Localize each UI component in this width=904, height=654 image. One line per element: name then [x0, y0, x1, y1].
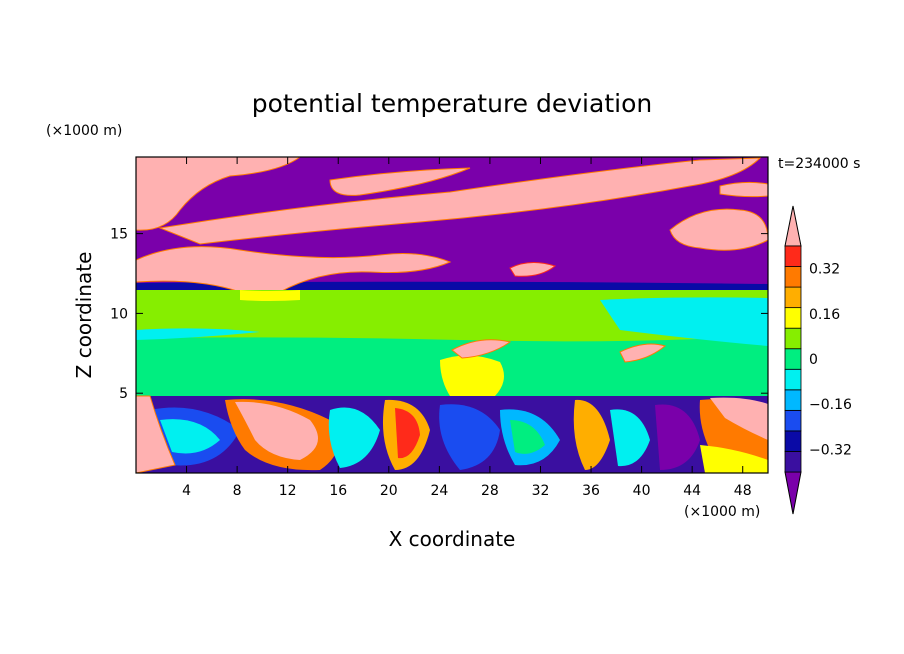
- x-tick-label: 4: [182, 483, 191, 499]
- y-tick-label: 10: [110, 306, 128, 322]
- field-band-middle-yellow-2: [240, 290, 300, 301]
- colorbar-box: [784, 451, 802, 473]
- colorbar-box: [784, 245, 802, 267]
- x-axis-label: X coordinate: [389, 527, 516, 551]
- colorbar-box: [784, 266, 802, 288]
- x-tick-label: 8: [233, 483, 242, 499]
- field-lower-green-3: [510, 420, 545, 454]
- field-lower-cyan-2: [328, 407, 380, 468]
- x-tick-label: 44: [683, 483, 701, 499]
- y-tick-label: 5: [119, 386, 128, 402]
- field-lower-pink-5: [710, 397, 768, 440]
- field-lower-cyan-4: [610, 409, 650, 467]
- field-lower-purple-4: [655, 404, 700, 470]
- field-filament-2: [158, 157, 762, 245]
- colorbar-lower-triangle: [784, 471, 802, 515]
- field-filament-4: [329, 167, 471, 196]
- field-lower-red-2: [395, 408, 420, 459]
- x-axis: 4 8 12 16 20 24 28 32 36 40 44 48: [182, 157, 752, 499]
- y-unit-label: (×1000 m): [46, 123, 122, 139]
- field-band-middle-pink-2: [619, 343, 667, 363]
- x-tick-label: 24: [430, 483, 448, 499]
- colorbar-box: [784, 327, 802, 350]
- chart-title: potential temperature deviation: [252, 89, 652, 118]
- colorbar-box: [784, 389, 802, 411]
- x-tick-label: 12: [279, 483, 297, 499]
- field-lower-pink-2: [136, 395, 176, 473]
- field-lower-blue-2: [439, 404, 500, 470]
- colorbar-tick-label: 0.16: [809, 307, 840, 323]
- field-band-middle-cyan-2: [600, 297, 768, 346]
- colorbar-box: [784, 409, 802, 432]
- field-lower-cyan-1: [160, 419, 220, 454]
- colorbar-tick-label: 0.32: [809, 262, 840, 278]
- y-tick-label: 15: [110, 227, 128, 243]
- colorbar-tick-label: −0.32: [809, 442, 852, 458]
- colorbar-tick-label: 0: [809, 352, 818, 368]
- field-filament-6: [509, 262, 557, 277]
- field-filament-7: [719, 181, 768, 198]
- x-tick-label: 48: [734, 483, 752, 499]
- field-filament-1: [136, 157, 301, 231]
- colorbar-box: [784, 286, 802, 309]
- y-axis-label: Z coordinate: [72, 252, 96, 379]
- colorbar-box: [784, 307, 802, 329]
- field-band-middle-yellow: [440, 355, 504, 396]
- field-filament-5: [669, 208, 768, 251]
- x-tick-label: 32: [532, 483, 550, 499]
- x-tick-label: 16: [329, 483, 347, 499]
- colorbar-box: [784, 348, 802, 370]
- plot-frame: [135, 156, 769, 474]
- field-lower-warm-3: [573, 399, 610, 470]
- plot-area: [136, 157, 768, 473]
- colorbar-box: [784, 430, 802, 452]
- field-band-middle-cyan-3: [136, 328, 260, 340]
- colorbar: −0.32 −0.16 0 0.16 0.32: [784, 205, 852, 515]
- field-lower-pink-1: [235, 401, 318, 460]
- x-unit-label: (×1000 m): [684, 504, 760, 520]
- colorbar-box: [784, 368, 802, 391]
- x-tick-label: 36: [582, 483, 600, 499]
- colorbar-tick-label: −0.16: [809, 397, 852, 413]
- y-axis: 5 10 15: [110, 227, 768, 402]
- field-band-middle-pink: [451, 339, 512, 359]
- field-lower-yellow-5: [700, 445, 768, 473]
- colorbar-upper-triangle: [784, 205, 802, 247]
- time-label: t=234000 s: [778, 156, 860, 172]
- x-tick-label: 20: [380, 483, 398, 499]
- x-tick-label: 28: [481, 483, 499, 499]
- x-tick-label: 40: [633, 483, 651, 499]
